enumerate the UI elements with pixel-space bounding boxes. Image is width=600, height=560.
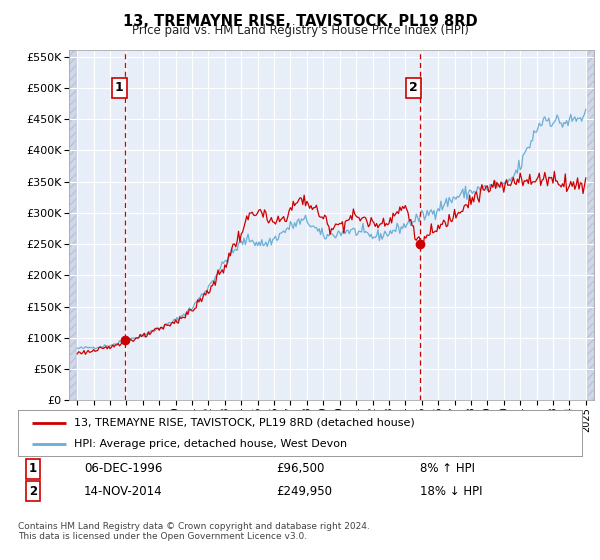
Text: 13, TREMAYNE RISE, TAVISTOCK, PL19 8RD: 13, TREMAYNE RISE, TAVISTOCK, PL19 8RD — [122, 14, 478, 29]
Text: Contains HM Land Registry data © Crown copyright and database right 2024.
This d: Contains HM Land Registry data © Crown c… — [18, 522, 370, 542]
Text: 14-NOV-2014: 14-NOV-2014 — [84, 484, 163, 498]
Text: £96,500: £96,500 — [276, 462, 325, 475]
Text: 8% ↑ HPI: 8% ↑ HPI — [420, 462, 475, 475]
Text: 13, TREMAYNE RISE, TAVISTOCK, PL19 8RD (detached house): 13, TREMAYNE RISE, TAVISTOCK, PL19 8RD (… — [74, 418, 415, 428]
Text: HPI: Average price, detached house, West Devon: HPI: Average price, detached house, West… — [74, 439, 347, 449]
Text: 18% ↓ HPI: 18% ↓ HPI — [420, 484, 482, 498]
Text: 06-DEC-1996: 06-DEC-1996 — [84, 462, 163, 475]
Text: Price paid vs. HM Land Registry's House Price Index (HPI): Price paid vs. HM Land Registry's House … — [131, 24, 469, 37]
Text: 1: 1 — [115, 81, 124, 95]
Text: 1: 1 — [29, 462, 37, 475]
Text: 2: 2 — [29, 484, 37, 498]
Text: £249,950: £249,950 — [276, 484, 332, 498]
Text: 2: 2 — [409, 81, 418, 95]
